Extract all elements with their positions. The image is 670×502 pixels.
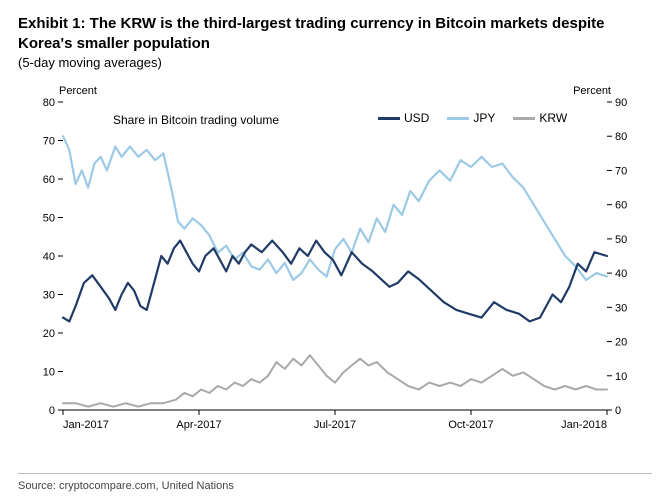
svg-text:30: 30 (615, 302, 627, 314)
svg-text:10: 10 (43, 367, 55, 379)
legend-label: KRW (539, 111, 567, 125)
legend-swatch (513, 117, 535, 120)
svg-text:50: 50 (615, 234, 627, 246)
legend-swatch (447, 117, 469, 120)
svg-text:40: 40 (615, 268, 627, 280)
svg-text:Jan-2017: Jan-2017 (63, 419, 109, 431)
source-footer: Source: cryptocompare.com, United Nation… (18, 473, 652, 492)
legend-label: JPY (473, 111, 495, 125)
line-chart: Percent Percent 0 10 20 30 40 50 60 70 80 0 10 20 30 40… (18, 80, 652, 450)
legend-item-krw: KRW (513, 111, 567, 125)
svg-text:60: 60 (43, 174, 55, 186)
legend-label: USD (404, 111, 429, 125)
chart-container: Percent Percent 0 10 20 30 40 50 60 70 80 0 10 20 30 40… (18, 80, 652, 455)
svg-text:30: 30 (43, 290, 55, 302)
svg-text:40: 40 (43, 251, 55, 263)
svg-text:Jul-2017: Jul-2017 (314, 419, 356, 431)
svg-text:Percent: Percent (59, 85, 97, 97)
svg-text:10: 10 (615, 371, 627, 383)
legend-item-jpy: JPY (447, 111, 495, 125)
svg-text:20: 20 (615, 337, 627, 349)
inside-label: Share in Bitcoin trading volume (113, 113, 279, 127)
svg-text:70: 70 (43, 136, 55, 148)
svg-text:Oct-2017: Oct-2017 (448, 419, 493, 431)
svg-text:60: 60 (615, 200, 627, 212)
svg-text:Percent: Percent (573, 85, 611, 97)
svg-text:Jan-2018: Jan-2018 (561, 419, 607, 431)
exhibit-subtitle: (5-day moving averages) (18, 55, 652, 70)
legend: USD JPY KRW (378, 111, 567, 125)
svg-text:Apr-2017: Apr-2017 (176, 419, 221, 431)
svg-text:0: 0 (49, 405, 55, 417)
legend-item-usd: USD (378, 111, 429, 125)
legend-swatch (378, 117, 400, 120)
exhibit-title: Exhibit 1: The KRW is the third-largest … (18, 14, 652, 53)
svg-text:50: 50 (43, 213, 55, 225)
svg-text:70: 70 (615, 165, 627, 177)
svg-text:80: 80 (43, 97, 55, 109)
svg-text:80: 80 (615, 131, 627, 143)
svg-text:0: 0 (615, 405, 621, 417)
svg-text:90: 90 (615, 97, 627, 109)
svg-text:20: 20 (43, 328, 55, 340)
